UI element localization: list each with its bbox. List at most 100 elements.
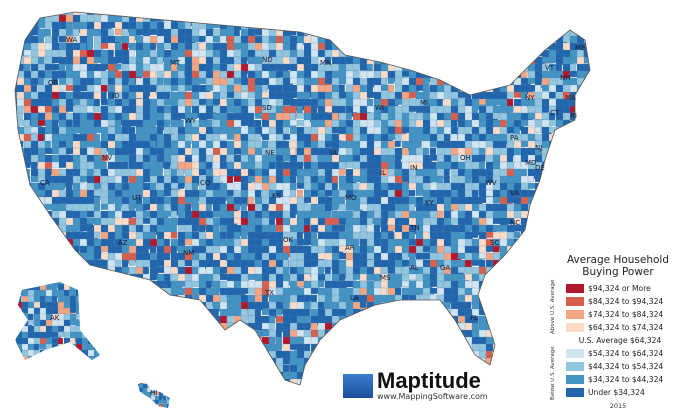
county-cell: [422, 343, 436, 351]
county-cell: [16, 273, 29, 285]
county-cell: [170, 12, 182, 18]
county-cell: [87, 319, 100, 326]
county-cell: [170, 224, 177, 232]
county-cell: [583, 91, 590, 98]
county-cell: [527, 35, 539, 44]
county-cell: [527, 371, 535, 384]
county-cell: [576, 140, 586, 155]
county-cell: [177, 378, 188, 385]
county-cell: [534, 224, 546, 236]
county-cell: [548, 231, 559, 241]
county-cell: [485, 49, 496, 60]
county-cell: [492, 294, 507, 304]
county-cell: [583, 63, 590, 72]
county-cell: [415, 56, 427, 70]
county-cell: [142, 70, 150, 78]
county-cell: [492, 308, 502, 321]
county-cell: [79, 378, 88, 385]
county-cell: [548, 210, 563, 220]
county-cell: [471, 56, 485, 69]
county-cell: [15, 355, 23, 360]
county-cell: [296, 231, 303, 246]
county-cells-contiguous: [15, 12, 604, 397]
county-cell: [93, 343, 105, 350]
county-cell: [163, 189, 171, 197]
county-cell: [149, 329, 160, 340]
county-cell: [457, 336, 467, 349]
state-label-ar: AR: [345, 244, 355, 252]
county-cell: [485, 273, 498, 288]
county-cell: [325, 386, 335, 397]
county-cell: [464, 35, 476, 49]
county-cell: [415, 350, 427, 358]
county-cell: [591, 36, 603, 47]
county-cell: [422, 357, 432, 364]
county-cell: [72, 252, 80, 263]
county-cell: [345, 14, 356, 28]
county-cell: [408, 56, 421, 66]
county-cell: [366, 350, 380, 364]
county-cell: [30, 357, 44, 367]
county-cell: [44, 231, 56, 241]
county-cell: [247, 378, 256, 385]
county-cell: [492, 12, 504, 20]
county-cell: [15, 319, 25, 329]
state-label-ri: RI: [570, 112, 577, 120]
county-cell: [150, 407, 156, 408]
county-cell: [478, 21, 486, 29]
county-cell: [100, 280, 108, 294]
county-cell: [429, 301, 442, 315]
legend-subtitle: Buying Power: [582, 266, 654, 278]
county-cell: [191, 140, 201, 149]
county-cell: [37, 273, 44, 282]
county-cell: [520, 12, 528, 16]
county-cell: [534, 196, 548, 210]
county-cell: [422, 350, 430, 364]
county-cell: [583, 189, 590, 200]
county-cell: [37, 252, 51, 266]
county-cell: [499, 329, 507, 337]
county-cell: [142, 395, 147, 401]
county-cell: [317, 378, 329, 385]
county-cell: [555, 231, 563, 239]
county-cell: [373, 343, 386, 356]
county-cell: [422, 315, 435, 325]
county-cell: [191, 350, 204, 363]
county-cell: [99, 325, 100, 335]
county-cell: [591, 78, 604, 86]
county-cell: [429, 14, 440, 29]
county-cell: [401, 14, 411, 24]
county-cell: [86, 273, 99, 281]
county-cell: [100, 287, 112, 298]
county-cell: [576, 105, 590, 117]
county-cell: [23, 259, 36, 274]
county-cell: [205, 350, 216, 358]
county-cell: [149, 287, 158, 296]
county-cell: [541, 378, 551, 385]
county-cell: [513, 63, 521, 70]
county-cell: [548, 21, 561, 33]
county-cell: [184, 315, 198, 324]
county-cell: [65, 364, 72, 379]
county-cell: [75, 282, 84, 287]
county-cell: [583, 245, 590, 253]
state-label-sd: SD: [262, 104, 272, 112]
county-cell: [37, 12, 51, 16]
county-cell: [30, 238, 38, 247]
county-cell: [520, 42, 533, 56]
county-cell: [520, 182, 530, 191]
county-cell: [205, 378, 218, 385]
county-cell: [275, 21, 283, 31]
county-cell: [99, 343, 100, 353]
county-cell: [366, 14, 381, 27]
county-cell: [100, 364, 112, 374]
county-cell: [100, 378, 108, 385]
county-cell: [436, 70, 446, 81]
county-cell: [562, 182, 575, 191]
county-cell: [548, 56, 556, 63]
county-cell: [366, 224, 374, 232]
county-cell: [121, 357, 131, 368]
county-cell: [520, 364, 528, 375]
county-cell: [142, 364, 151, 377]
county-cell: [205, 21, 214, 30]
